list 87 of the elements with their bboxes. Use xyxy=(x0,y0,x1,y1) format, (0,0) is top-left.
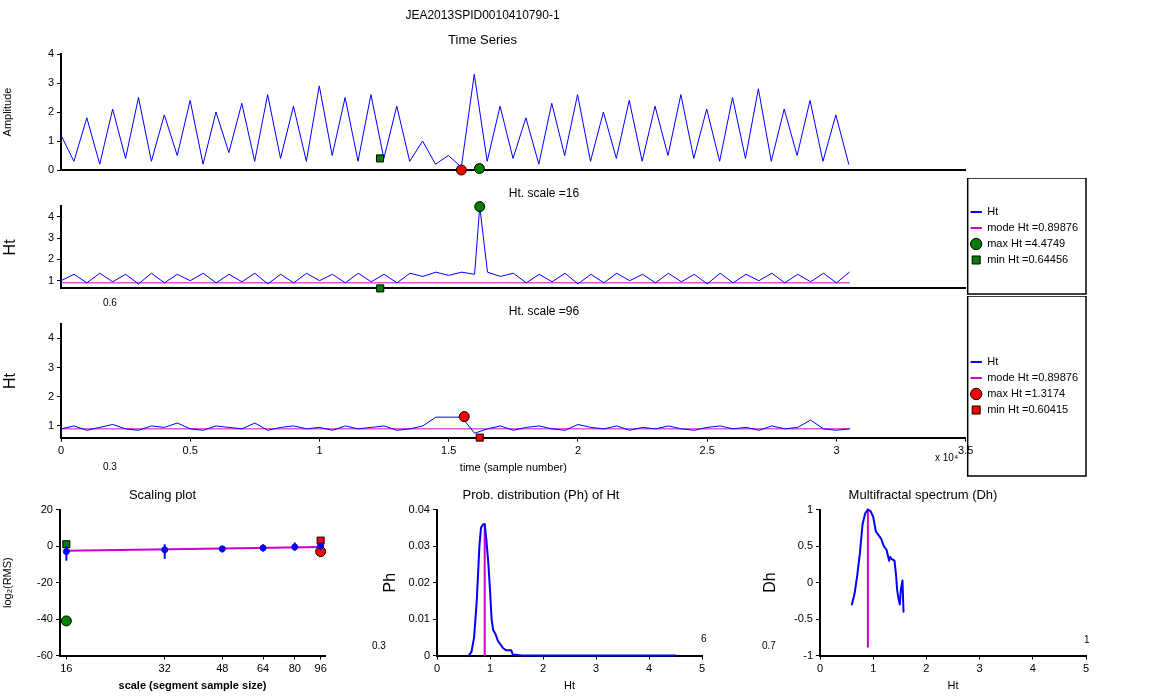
x-tick-label: 2 xyxy=(539,662,547,675)
chart-title: JEA2013SPID0010410790-1 xyxy=(405,7,560,22)
legend-label: mode Ht =0.89876 xyxy=(987,221,1079,234)
x-tick-label: 32 xyxy=(158,662,171,675)
x-tick-label: 2.5 xyxy=(699,444,715,457)
x-tick-label: 0 xyxy=(816,662,824,675)
y-tick-label: 20 xyxy=(40,502,53,515)
y-tick-label: 2 xyxy=(47,389,54,402)
chart-title: Scaling plot xyxy=(128,487,197,503)
y-axis-title: log₂(RMS) xyxy=(0,557,13,608)
annotation: 6 xyxy=(701,633,707,644)
x-tick-label: 4 xyxy=(645,662,653,675)
text: 0.3 xyxy=(372,640,386,651)
y-tick-label: 0 xyxy=(46,539,53,552)
y-tick-label: 1 xyxy=(47,134,54,147)
y-tick-label: 3 xyxy=(47,76,54,89)
legend-label: min Ht =0.64456 xyxy=(987,253,1069,266)
y-tick-label: -60 xyxy=(37,648,53,661)
point xyxy=(455,164,467,176)
x-tick-label: 0 xyxy=(433,662,441,675)
x-axis-title: time (sample number) xyxy=(459,461,567,474)
point xyxy=(375,154,385,163)
text: x 10⁴ xyxy=(935,452,959,463)
text: 0.3 xyxy=(103,461,117,472)
x-tick-label: 0.5 xyxy=(182,444,198,457)
x-tick-label: 1 xyxy=(486,662,494,675)
legend-label: min Ht =0.60415 xyxy=(987,403,1069,416)
x-tick-label: 5 xyxy=(698,662,706,675)
y-tick-label: 3 xyxy=(47,360,54,373)
y-tick-label: 4 xyxy=(47,209,54,222)
y-tick-label: 0 xyxy=(423,648,430,661)
y-axis-title: Ht xyxy=(1,238,19,256)
y-tick-label: 4 xyxy=(47,47,54,60)
y-tick-label: 2 xyxy=(47,105,54,118)
x-tick-label: 2 xyxy=(923,662,930,675)
x-tick-label: 64 xyxy=(256,662,270,675)
y-axis-title: Ph xyxy=(381,572,399,593)
y-tick-label: 2 xyxy=(47,252,54,265)
chart-title: Prob. distribution (Ph) of Ht xyxy=(462,487,620,503)
chart-title: Ht. scale =96 xyxy=(508,303,580,318)
x-tick-label: 3 xyxy=(592,662,600,675)
legend-label: Ht xyxy=(987,205,999,218)
legend-label: max Ht =1.3174 xyxy=(987,387,1066,400)
x-tick-label: 5 xyxy=(1082,662,1090,675)
y-tick-label: 0.03 xyxy=(408,539,430,552)
y-tick-label: 1 xyxy=(47,273,54,286)
y-tick-label: 0.04 xyxy=(408,502,430,515)
y-tick-label: -0.5 xyxy=(794,612,813,625)
x-tick-label: 3 xyxy=(976,662,983,675)
x-tick-label: 16 xyxy=(60,662,73,675)
x-axis-title: Ht xyxy=(947,679,959,692)
annotation: 1 xyxy=(1084,634,1090,645)
y-tick-label: 0 xyxy=(47,163,54,176)
x-tick-label: 3 xyxy=(833,444,840,457)
legend-label: Ht xyxy=(987,355,999,368)
y-tick-label: 1 xyxy=(806,502,813,515)
y-tick-label: -20 xyxy=(37,575,53,588)
text: 0.6 xyxy=(103,297,117,308)
y-tick-label: -1 xyxy=(803,648,813,661)
x-axis-title: scale (segment sample size) xyxy=(118,679,267,692)
y-axis-title: Amplitude xyxy=(0,87,13,137)
chart-title: Ht. scale =16 xyxy=(508,185,580,200)
y-tick-label: 0.02 xyxy=(408,575,430,588)
x-tick-label: 1 xyxy=(870,662,877,675)
x-tick-label: 1.5 xyxy=(441,444,457,457)
x-tick-label: 2 xyxy=(574,444,582,457)
y-tick-label: 0 xyxy=(806,575,813,588)
x-tick-label: 4 xyxy=(1029,662,1036,675)
x-tick-label: 48 xyxy=(216,662,229,675)
text: 0.7 xyxy=(762,640,776,651)
legend-label: mode Ht =0.89876 xyxy=(987,371,1079,384)
x-tick-label: 1 xyxy=(316,444,323,457)
y-axis-title: Dh xyxy=(761,572,779,593)
legend-label: max Ht =4.4749 xyxy=(987,237,1066,250)
y-axis-title: Ht xyxy=(1,372,19,389)
chart-title: Multifractal spectrum (Dh) xyxy=(848,487,998,503)
y-tick-label: 0.5 xyxy=(797,539,813,552)
x-tick-label: 80 xyxy=(288,662,301,675)
y-tick-label: 0.01 xyxy=(408,612,430,625)
y-tick-label: 4 xyxy=(47,331,54,344)
chart-subtitle: Time Series xyxy=(448,31,518,47)
x-tick-label: 96 xyxy=(314,662,327,675)
y-tick-label: 1 xyxy=(47,418,54,431)
x-tick-label: 0 xyxy=(57,444,65,457)
x-axis-title: Ht xyxy=(564,679,575,692)
y-tick-label: 3 xyxy=(47,231,54,244)
y-tick-label: -40 xyxy=(37,612,53,625)
